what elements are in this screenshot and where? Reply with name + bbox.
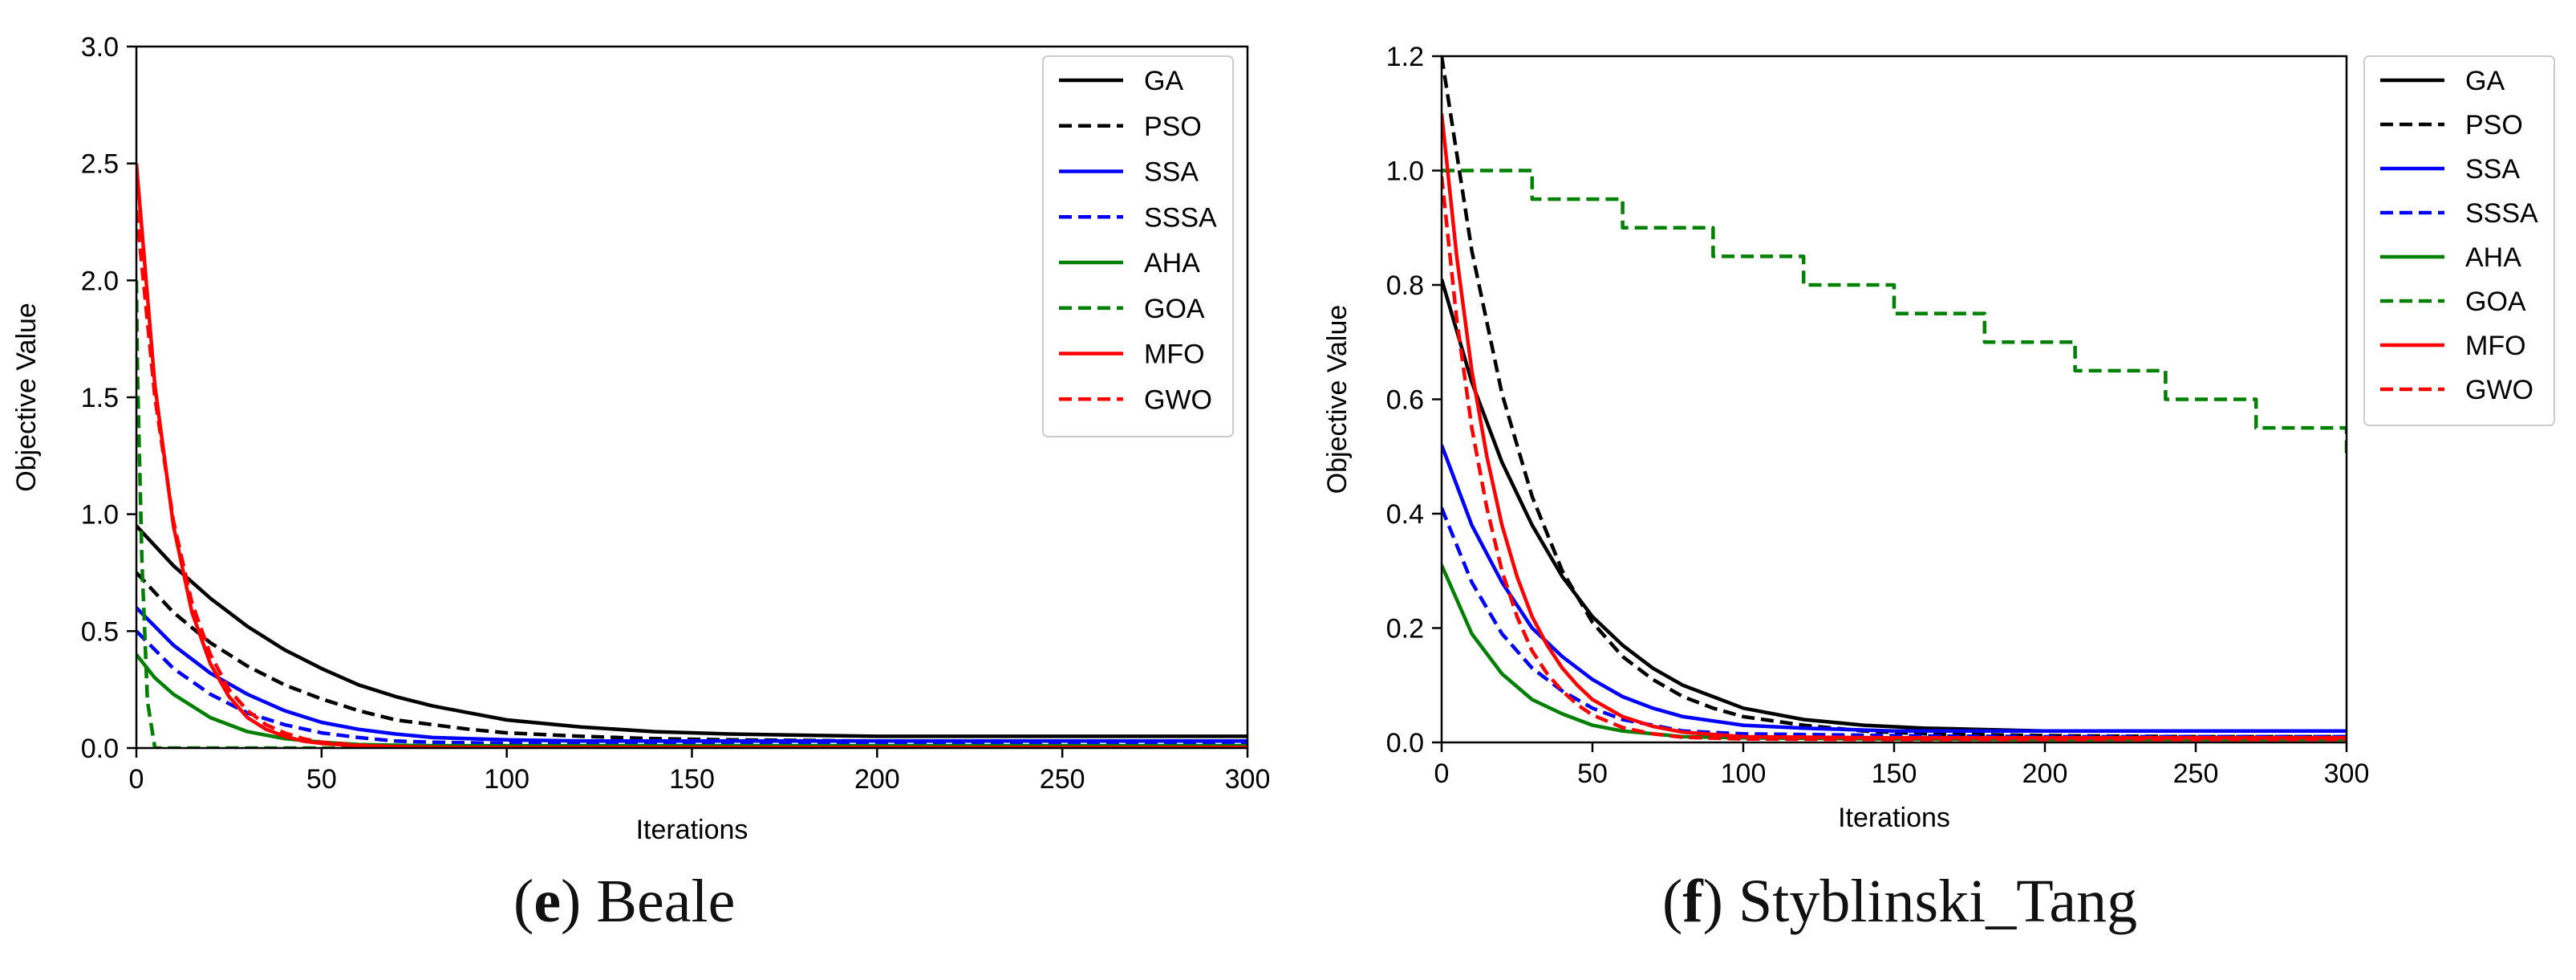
caption-styblinski-tang: (f) Styblinski_Tang xyxy=(1662,868,2138,935)
styblinski-tang-y-axis-label: Objective Value xyxy=(1322,305,1353,494)
beale-legend-label-sssa: SSSA xyxy=(1144,202,1217,233)
beale-line-sssa xyxy=(136,629,1247,746)
beale-xtick-label: 50 xyxy=(306,764,337,795)
styblinski-tang-legend-label-aha: AHA xyxy=(2465,242,2521,273)
chart-styblinski-tang: 0 50 100 150 200 250 300 0.0 0.2 0.4 0.6 0.8 1.0 1.2 I… xyxy=(1322,42,2555,833)
styblinski-tang-line-ssa xyxy=(1442,444,2347,734)
beale-ytick-label: 1.0 xyxy=(81,500,119,531)
beale-legend-label-pso: PSO xyxy=(1144,112,1202,142)
styblinski-tang-xtick-label: 150 xyxy=(1872,758,1917,789)
caption-styblinski-tang-letter: f xyxy=(1682,868,1703,935)
styblinski-tang-legend-label-mfo: MFO xyxy=(2465,331,2526,361)
beale-legend-label-goa: GOA xyxy=(1144,294,1205,324)
styblinski-tang-line-pso xyxy=(1442,55,2347,739)
styblinski-tang-ytick-label: 0.0 xyxy=(1386,728,1424,758)
beale-ytick-label: 2.0 xyxy=(81,266,119,296)
styblinski-tang-legend-label-pso: PSO xyxy=(2465,110,2523,140)
beale-xtick-label: 200 xyxy=(854,764,900,795)
styblinski-tang-ytick-label: 1.0 xyxy=(1386,157,1424,187)
styblinski-tang-line-ga xyxy=(1442,279,2347,734)
beale-legend-label-ga: GA xyxy=(1144,66,1183,96)
beale-xtick-label: 150 xyxy=(669,764,715,795)
styblinski-tang-xtick-label: 100 xyxy=(1721,758,1767,789)
styblinski-tang-line-aha xyxy=(1442,564,2347,742)
styblinski-tang-legend-box xyxy=(2363,55,2555,426)
styblinski-tang-legend-label-gwo: GWO xyxy=(2465,375,2533,405)
beale-y-axis-label: Objective Value xyxy=(11,303,42,492)
styblinski-tang-legend: GA PSO SSA SSSA AHA GOA MFO GWO xyxy=(2363,55,2555,426)
beale-legend: GA PSO SSA SSSA AHA GOA MFO GWO xyxy=(1042,55,1234,437)
styblinski-tang-legend-label-ssa: SSA xyxy=(2465,154,2520,185)
beale-line-ssa xyxy=(136,606,1247,743)
beale-legend-label-gwo: GWO xyxy=(1144,384,1212,415)
styblinski-tang-legend-label-ga: GA xyxy=(2465,66,2505,96)
beale-ytick-label: 3.0 xyxy=(81,32,119,63)
styblinski-tang-xtick-label: 200 xyxy=(2022,758,2068,789)
styblinski-tang-line-goa xyxy=(1442,169,2347,457)
styblinski-tang-xtick-label: 250 xyxy=(2173,758,2219,789)
beale-xtick-label: 250 xyxy=(1040,764,1085,795)
beale-x-axis-label: Iterations xyxy=(636,815,748,845)
styblinski-tang-xtick-label: 50 xyxy=(1577,758,1608,789)
chart-beale: 0 50 100 150 200 250 300 0.0 0.5 1.0 1.5 2.0 2.5 3.0 I… xyxy=(11,32,1270,845)
styblinski-tang-ytick-label: 0.6 xyxy=(1386,385,1424,416)
beale-ytick-label: 0.5 xyxy=(81,616,119,647)
styblinski-tang-series-group xyxy=(1442,55,2347,742)
beale-xtick-label: 100 xyxy=(484,764,529,795)
styblinski-tang-line-mfo xyxy=(1442,112,2347,740)
beale-legend-label-mfo: MFO xyxy=(1144,340,1205,370)
styblinski-tang-xtick-label: 0 xyxy=(1434,758,1450,789)
beale-legend-box xyxy=(1042,55,1234,437)
styblinski-tang-legend-label-goa: GOA xyxy=(2465,287,2526,317)
caption-styblinski-tang-name: Styblinski_Tang xyxy=(1738,868,2138,935)
beale-ytick-label: 0.0 xyxy=(81,734,119,764)
beale-legend-label-ssa: SSA xyxy=(1144,157,1199,188)
caption-beale: (e) Beale xyxy=(513,868,736,935)
caption-beale-name: Beale xyxy=(596,868,736,935)
beale-ytick-label: 2.5 xyxy=(81,149,119,180)
beale-xtick-label: 300 xyxy=(1225,764,1271,795)
beale-legend-label-aha: AHA xyxy=(1144,248,1200,279)
styblinski-tang-plot-frame xyxy=(1440,55,2348,744)
beale-line-ga xyxy=(136,524,1247,738)
styblinski-tang-ytick-label: 0.2 xyxy=(1386,614,1424,645)
caption-beale-letter: e xyxy=(533,868,562,935)
styblinski-tang-line-sssa xyxy=(1442,507,2347,739)
styblinski-tang-x-axis-label: Iterations xyxy=(1838,803,1950,833)
styblinski-tang-ytick-label: 0.4 xyxy=(1386,499,1424,530)
styblinski-tang-legend-label-sssa: SSSA xyxy=(2465,198,2538,229)
styblinski-tang-xtick-label: 300 xyxy=(2324,758,2370,789)
styblinski-tang-ytick-label: 0.8 xyxy=(1386,270,1424,301)
beale-xtick-label: 0 xyxy=(129,764,144,795)
styblinski-tang-ytick-label: 1.2 xyxy=(1386,42,1424,72)
beale-ytick-label: 1.5 xyxy=(81,383,119,413)
styblinski-tang-line-gwo xyxy=(1442,176,2347,742)
